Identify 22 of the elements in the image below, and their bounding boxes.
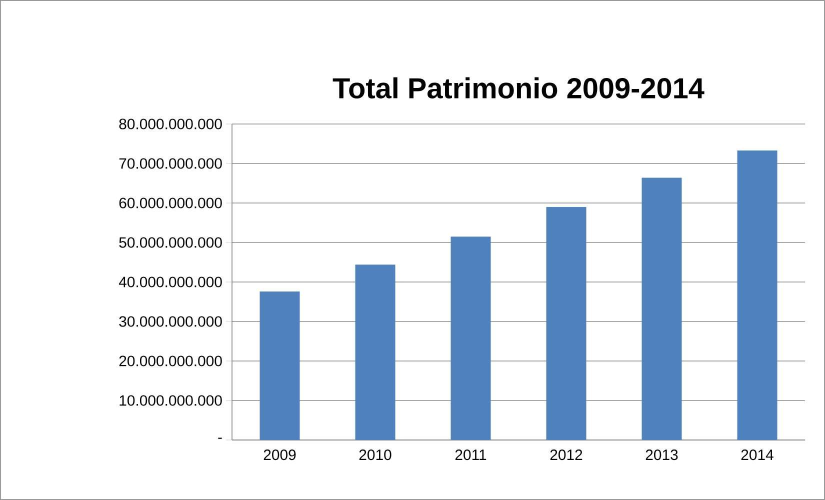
x-tick-label: 2012: [550, 450, 582, 460]
bar: [642, 178, 682, 440]
y-tick-label: 50.000.000.000: [119, 237, 222, 248]
y-tick-label: 40.000.000.000: [118, 276, 222, 288]
bar: [355, 264, 396, 440]
y-tick-label: 30.000.000.000: [119, 316, 222, 327]
x-tick-label: 2013: [646, 450, 678, 460]
chart-title: Total Patrimonio 2009-2014: [332, 77, 704, 98]
bar: [450, 236, 491, 440]
y-tick-label: 80.000.000.000: [119, 118, 222, 130]
y-tick-label: 70.000.000.000: [119, 158, 222, 169]
bar: [737, 150, 778, 440]
y-tick-label: 60.000.000.000: [119, 198, 222, 208]
x-tick-label: 2009: [264, 450, 296, 460]
x-tick-label: 2011: [455, 450, 486, 460]
bar: [260, 291, 300, 440]
y-tick-label: 10.000.000.000: [120, 395, 222, 406]
x-tick-label: 2014: [741, 450, 774, 460]
y-tick-label: 20.000.000.000: [119, 356, 222, 366]
y-tick-label: -: [218, 438, 222, 439]
bar: [546, 206, 586, 440]
x-tick-label: 2010: [359, 450, 392, 460]
